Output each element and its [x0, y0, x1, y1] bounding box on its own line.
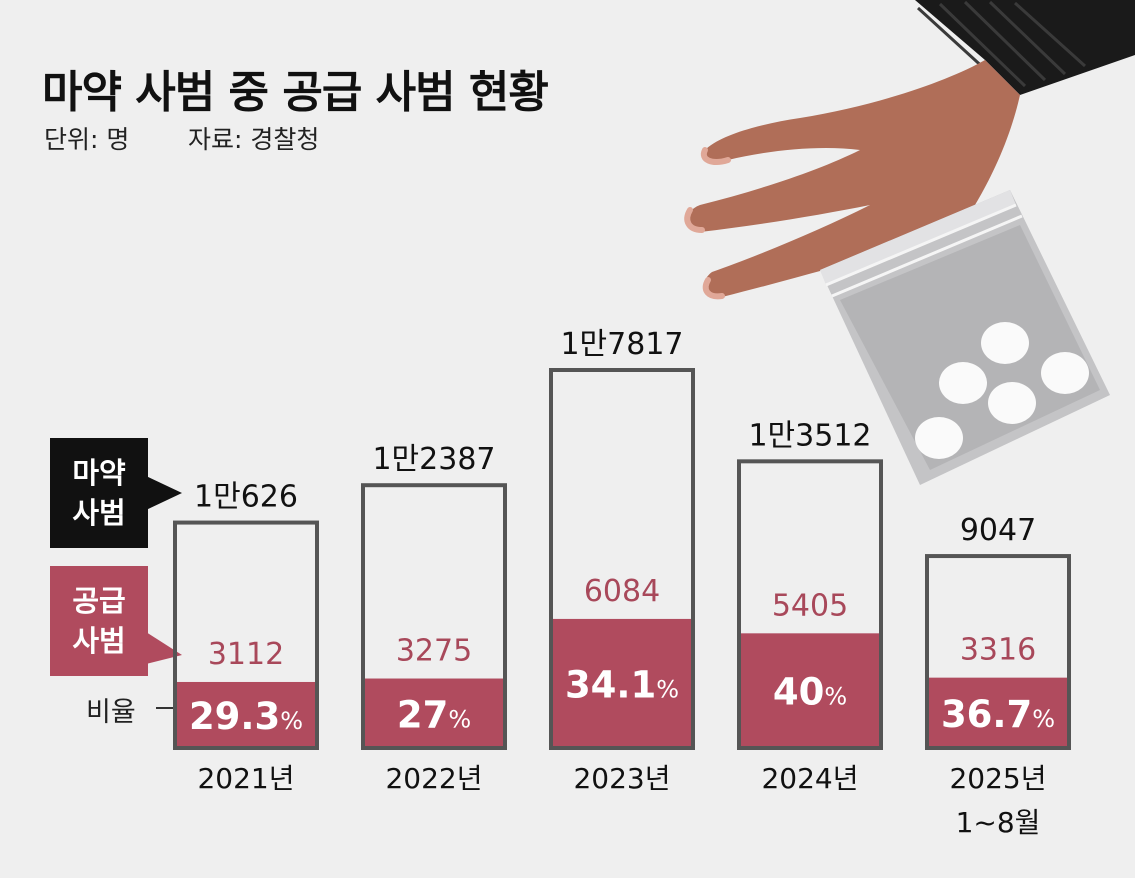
supply-bar: [551, 618, 693, 748]
legend-supply-line1: 공급: [72, 584, 126, 618]
ratio-unit: %: [824, 683, 847, 711]
ratio-unit: %: [280, 707, 303, 735]
supply-bar: [739, 633, 881, 748]
supply-value-label: 3316: [960, 633, 1036, 668]
supply-value-label: 6084: [584, 574, 660, 609]
chart-title: 마약 사범 중 공급 사범 현황: [42, 67, 549, 118]
total-value-label: 1만2387: [372, 442, 495, 477]
total-value-label: 1만7817: [560, 327, 683, 362]
ratio-unit: %: [656, 675, 679, 703]
category-label: 1~8월: [956, 806, 1041, 839]
category-label: 2023년: [573, 762, 670, 795]
supply-value-label: 3275: [396, 634, 472, 669]
category-label: 2025년: [949, 762, 1046, 795]
category-label: 2021년: [197, 762, 294, 795]
total-value-label: 9047: [960, 513, 1036, 548]
source-label: 자료: 경찰청: [188, 125, 320, 154]
category-label: 2024년: [761, 762, 858, 795]
total-bar: [925, 554, 1071, 751]
total-bar: [737, 459, 883, 750]
total-bar: [173, 520, 319, 751]
supply-value-label: 3112: [208, 637, 284, 672]
ratio-label: 34.1%: [565, 663, 679, 706]
total-bar: [549, 368, 695, 750]
total-value-label: 1만3512: [748, 418, 871, 453]
supply-bar: [175, 681, 317, 748]
category-label: 2022년: [385, 762, 482, 795]
unit-label: 단위: 명: [44, 125, 130, 154]
ratio-unit: %: [1032, 705, 1055, 733]
pill-bag-illustration: [820, 190, 1110, 485]
total-value-label: 1만626: [194, 480, 298, 515]
legend-total-line1: 마약: [72, 456, 126, 490]
legend-total: 마약 사범: [50, 438, 148, 548]
legend-supply-line2: 사범: [72, 624, 126, 658]
legend-total-pointer: [146, 476, 182, 510]
supply-value-label: 5405: [772, 588, 848, 623]
ratio-label: 40%: [773, 671, 847, 714]
total-bar: [361, 483, 507, 750]
ratio-unit: %: [448, 705, 471, 733]
legend-total-line2: 사범: [72, 496, 126, 530]
supply-bar: [363, 678, 505, 748]
legend-supply: 공급 사범: [50, 566, 148, 676]
legend-ratio: 비율: [86, 697, 136, 728]
supply-bar: [927, 677, 1069, 748]
